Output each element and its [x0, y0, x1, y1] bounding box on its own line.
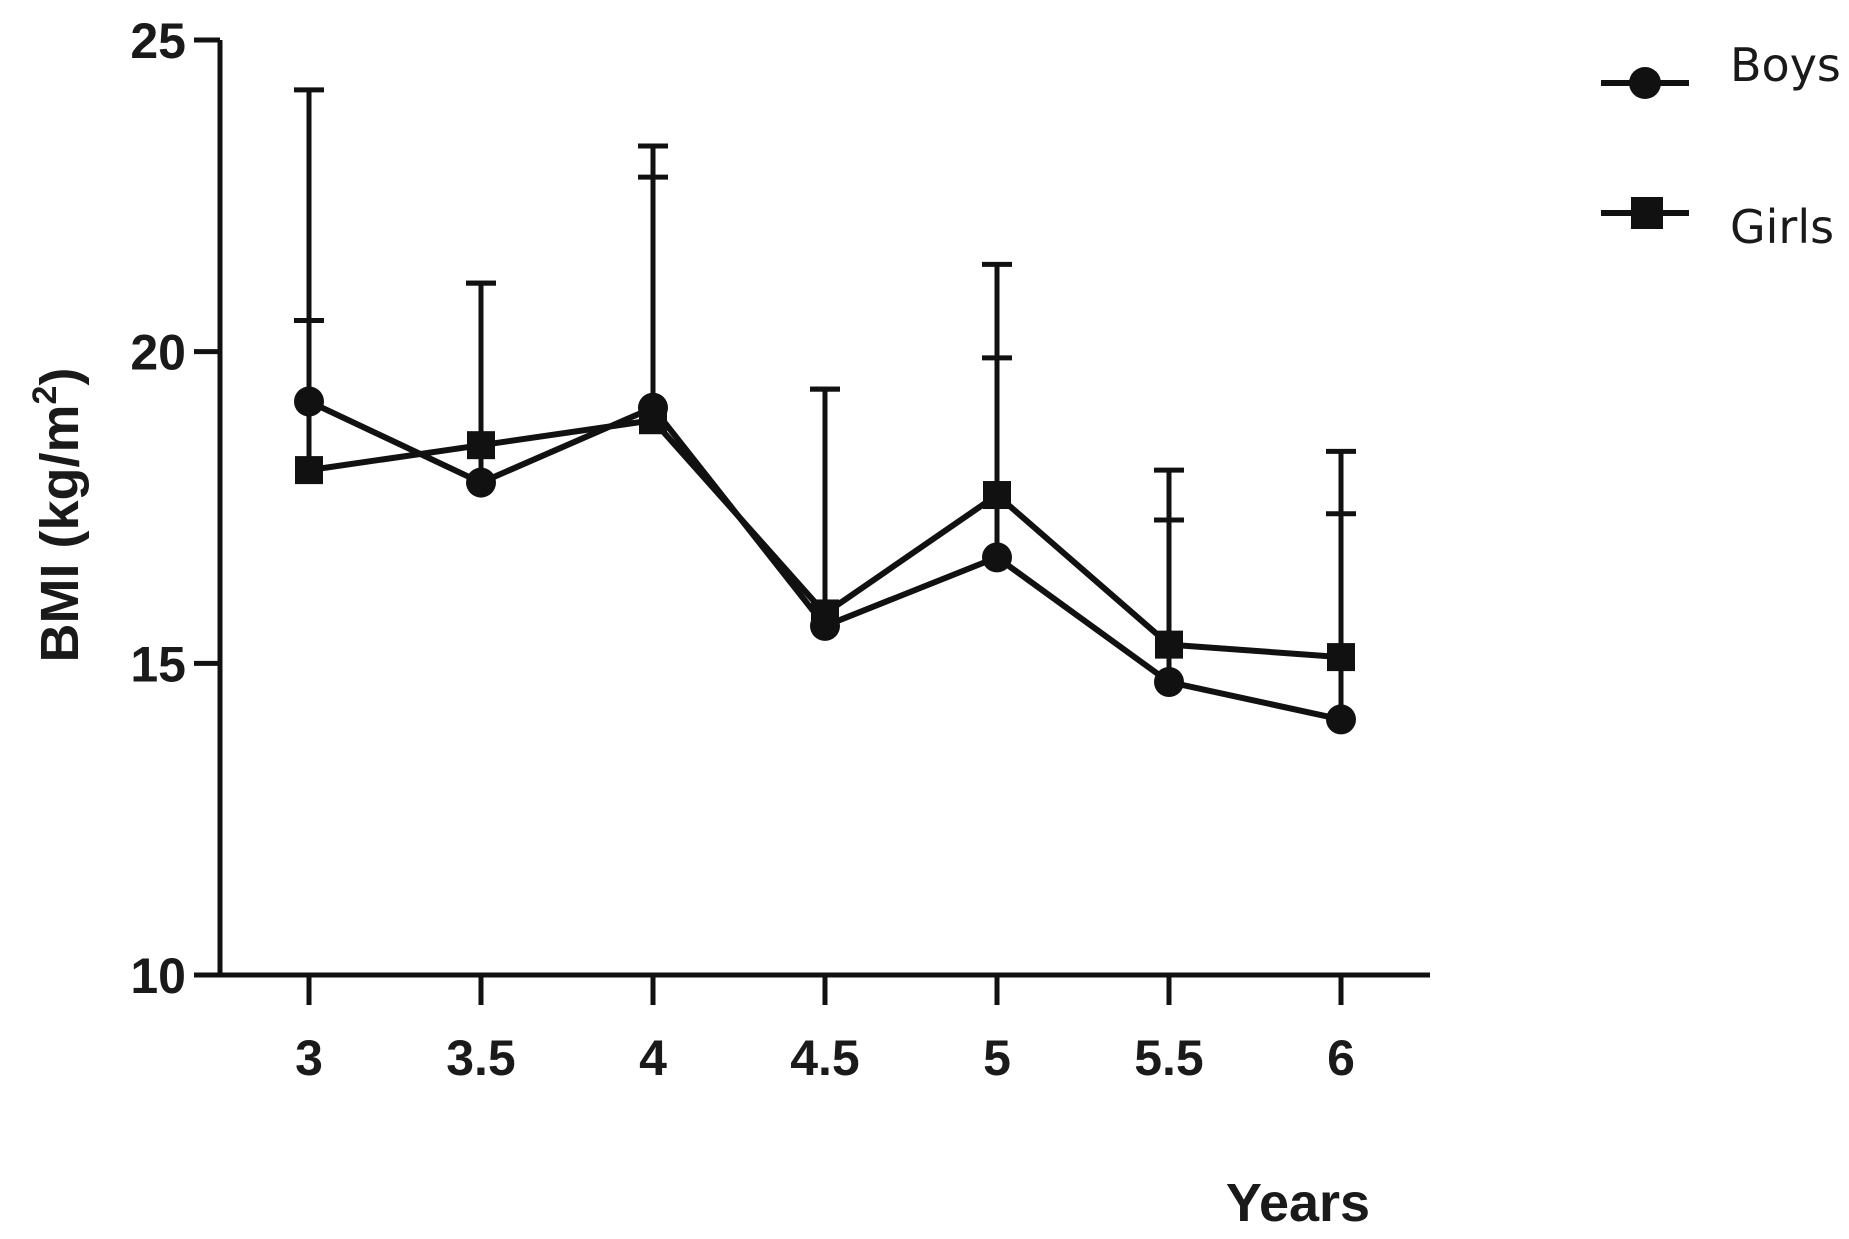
- point-boys: [466, 467, 496, 498]
- y-tick-label: 10: [130, 948, 186, 1004]
- x-tick-label: 5: [983, 1030, 1011, 1086]
- y-ticks: 10 15 20 25: [130, 13, 220, 1004]
- x-tick-label: 3: [295, 1030, 323, 1086]
- point-girls: [811, 599, 839, 628]
- y-axis-title: BMI (kg/m2): [26, 368, 90, 663]
- legend-marker-circle: [1629, 67, 1661, 99]
- point-girls: [1155, 630, 1183, 659]
- y-axis-title-main: BMI (kg/m: [30, 404, 90, 662]
- y-tick-label: 20: [130, 325, 186, 381]
- point-girls: [295, 456, 323, 485]
- legend-item-boys: Boys: [1601, 38, 1841, 99]
- legend-label: Boys: [1730, 38, 1841, 92]
- legend: Boys Girls: [1601, 38, 1841, 254]
- y-tick-label: 15: [130, 636, 186, 692]
- x-tick-label: 5.5: [1134, 1030, 1204, 1086]
- y-axis-title-suffix: ): [30, 368, 90, 386]
- point-girls: [1327, 643, 1355, 672]
- point-boys: [1154, 667, 1184, 698]
- legend-label: Girls: [1730, 200, 1834, 254]
- point-boys: [1326, 704, 1356, 735]
- series-layer: [294, 87, 1356, 735]
- x-ticks: 3 3.5 4 4.5 5 5.5 6: [295, 975, 1355, 1086]
- point-girls: [639, 406, 667, 435]
- x-tick-label: 6: [1327, 1030, 1355, 1086]
- series-girls: [294, 143, 1356, 672]
- point-girls: [983, 481, 1011, 510]
- x-axis-title: Years: [1226, 1173, 1370, 1233]
- y-tick-label: 25: [130, 13, 186, 69]
- legend-item-girls: Girls: [1601, 197, 1834, 254]
- legend-marker-square: [1631, 197, 1663, 229]
- x-tick-label: 3.5: [446, 1030, 516, 1086]
- x-tick-label: 4: [639, 1030, 667, 1086]
- point-girls: [467, 431, 495, 460]
- y-axis-title-superscript: 2: [26, 386, 64, 405]
- point-boys: [982, 542, 1012, 573]
- x-tick-label: 4.5: [790, 1030, 860, 1086]
